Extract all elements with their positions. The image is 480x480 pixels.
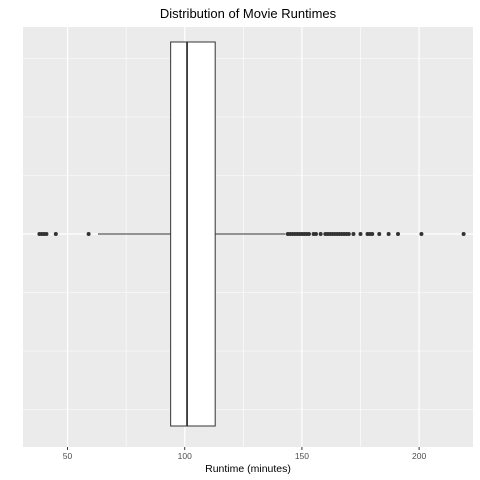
x-tick-label: 50 — [63, 451, 73, 461]
x-tick-label: 100 — [178, 451, 192, 461]
outlier-point — [53, 232, 58, 236]
x-tick-label: 150 — [295, 451, 309, 461]
x-axis-ticks: 50 100 150 200 — [63, 447, 426, 461]
outlier-point — [370, 232, 375, 236]
chart-title: Distribution of Movie Runtimes — [160, 6, 337, 21]
outlier-point — [419, 232, 424, 236]
plot-panel — [23, 27, 473, 447]
boxplot-marks — [98, 41, 286, 427]
outlier-point — [461, 232, 466, 236]
outlier-points — [37, 232, 466, 236]
outlier-point — [386, 232, 391, 236]
grid-minor — [23, 27, 473, 447]
outlier-point — [44, 232, 49, 236]
outlier-point — [86, 232, 91, 236]
outlier-point — [358, 232, 363, 236]
outlier-point — [351, 232, 356, 236]
iqr-box — [170, 41, 216, 427]
outlier-point — [306, 232, 311, 236]
outlier-point — [396, 232, 400, 236]
outlier-point — [313, 232, 318, 236]
outlier-point — [318, 232, 323, 236]
x-tick-label: 200 — [412, 451, 426, 461]
outlier-point — [377, 232, 382, 236]
x-axis-label: Runtime (minutes) — [205, 463, 291, 475]
outlier-point — [346, 232, 351, 236]
